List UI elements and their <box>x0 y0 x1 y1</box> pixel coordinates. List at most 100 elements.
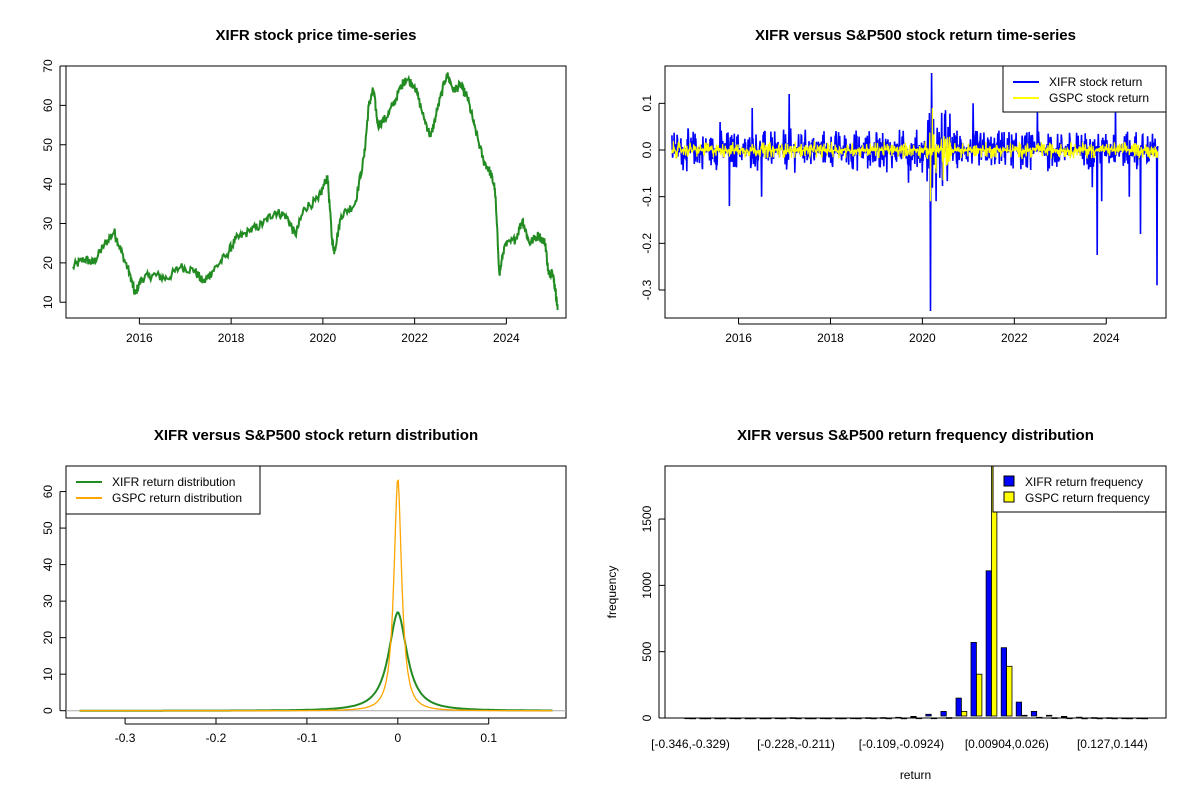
xifr-frequency-bar <box>729 717 736 720</box>
y-tick-label: 50 <box>41 138 55 152</box>
xifr-frequency-bar <box>850 717 857 720</box>
y-tick-label: 1000 <box>640 572 654 599</box>
y-tick-label: 0.1 <box>640 95 654 112</box>
chart-title: XIFR versus S&P500 stock return time-ser… <box>755 27 1076 44</box>
legend-box <box>992 465 1167 513</box>
y-tick-label: 0 <box>41 707 55 714</box>
xifr-return-series <box>671 72 1159 312</box>
xifr-frequency-bar <box>985 570 992 717</box>
gspc-frequency-bar <box>704 717 712 720</box>
xifr-frequency-bar <box>1136 717 1143 720</box>
legend-entry: GSPC stock return <box>1049 91 1149 105</box>
y-tick-label: -0.1 <box>640 186 654 207</box>
x-tick-label: 0.1 <box>480 731 497 745</box>
x-tick-label: 2018 <box>218 331 245 345</box>
xifr-frequency-bar <box>714 717 721 720</box>
legend-entry: XIFR return frequency <box>1025 475 1143 489</box>
y-tick-label: 10 <box>41 667 55 681</box>
xifr-frequency-bar <box>910 716 917 718</box>
xifr-frequency-bar <box>744 717 751 720</box>
xifr-frequency-bar <box>1091 717 1098 719</box>
gspc-density-line <box>79 479 553 712</box>
xifr-frequency-bar <box>1121 717 1128 720</box>
gspc-frequency-bar <box>961 711 968 717</box>
x-category-label: [-0.346,-0.329) <box>651 737 730 751</box>
y-tick-label: 70 <box>41 59 55 73</box>
legend-box <box>1002 65 1167 113</box>
price-series-line <box>72 72 559 311</box>
y-tick-label: 1500 <box>640 505 654 532</box>
y-tick-label: 20 <box>41 256 55 270</box>
gspc-frequency-bar <box>765 717 772 720</box>
gspc-frequency-bar <box>1141 717 1148 720</box>
y-tick-label: 10 <box>41 295 55 309</box>
x-tick-label: 2022 <box>1001 331 1028 345</box>
xifr-frequency-bar <box>1076 716 1083 719</box>
gspc-frequency-bar <box>885 717 892 720</box>
x-tick-label: 2024 <box>493 331 520 345</box>
x-category-label: [-0.228,-0.211) <box>757 737 835 751</box>
xifr-frequency-bar <box>820 717 827 720</box>
density-chart: XIFR versus S&P500 stock return distribu… <box>41 427 567 745</box>
y-tick-label: -0.3 <box>640 279 654 300</box>
plot-frame <box>65 465 567 719</box>
gspc-frequency-bar <box>1111 717 1118 720</box>
legend-entry: GSPC return frequency <box>1025 491 1150 505</box>
x-tick-label: -0.1 <box>297 731 318 745</box>
gspc-frequency-bar <box>840 717 847 720</box>
y-tick-label: 40 <box>41 177 55 191</box>
legend-swatch <box>1003 475 1015 487</box>
gspc-frequency-bar <box>976 673 983 717</box>
xifr-frequency-bar <box>804 717 812 720</box>
gspc-frequency-bar <box>915 717 923 720</box>
xifr-frequency-bar <box>895 716 902 719</box>
gspc-frequency-bar <box>750 717 757 720</box>
gspc-frequency-bar <box>945 717 953 719</box>
xifr-frequency-bar <box>774 717 782 720</box>
gspc-frequency-bar <box>1096 717 1103 720</box>
chart-title: XIFR stock price time-series <box>216 27 417 44</box>
xifr-frequency-bar <box>1106 717 1113 719</box>
legend-box <box>65 465 261 515</box>
y-tick-label: 40 <box>41 558 55 572</box>
xifr-frequency-bar <box>1030 711 1038 717</box>
returns-chart: XIFR versus S&P500 stock return time-ser… <box>640 27 1167 345</box>
x-tick-label: -0.3 <box>115 731 136 745</box>
gspc-frequency-bar <box>1126 717 1133 720</box>
plot-frame <box>65 65 567 319</box>
xifr-frequency-bar <box>1046 714 1053 717</box>
y-tick-label: 0.0 <box>640 141 654 158</box>
x-axis-title: return <box>900 768 931 782</box>
y-tick-label: 30 <box>41 217 55 231</box>
legend-entry: XIFR stock return <box>1049 75 1142 89</box>
xifr-frequency-bar <box>1000 647 1008 717</box>
x-category-label: [0.127,0.144) <box>1077 737 1148 751</box>
x-category-label: [-0.109,-0.0924) <box>859 737 944 751</box>
gspc-frequency-bar <box>1051 717 1058 719</box>
y-tick-label: 60 <box>41 485 55 499</box>
x-tick-label: -0.2 <box>206 731 227 745</box>
legend-swatch <box>1003 491 1015 503</box>
gspc-frequency-bar <box>930 717 938 720</box>
xifr-frequency-bar <box>940 711 947 717</box>
y-tick-label: 60 <box>41 98 55 112</box>
gspc-frequency-bar <box>1081 717 1088 720</box>
plot-frame <box>664 65 1167 319</box>
legend-entry: XIFR return distribution <box>112 475 235 489</box>
xifr-frequency-bar <box>1015 701 1023 717</box>
gspc-frequency-bar <box>900 717 907 720</box>
x-tick-label: 2022 <box>401 331 428 345</box>
y-tick-label: 20 <box>41 631 55 645</box>
gspc-frequency-bar <box>1006 665 1013 717</box>
gspc-frequency-bar <box>795 717 802 720</box>
x-tick-label: 2016 <box>126 331 153 345</box>
xifr-frequency-bar <box>789 717 797 719</box>
xifr-frequency-bar <box>1061 716 1068 718</box>
chart-title: XIFR versus S&P500 return frequency dist… <box>737 427 1094 444</box>
x-tick-label: 2020 <box>310 331 337 345</box>
gspc-frequency-bar <box>689 717 697 720</box>
xifr-frequency-bar <box>925 713 932 717</box>
xifr-frequency-bar <box>880 717 887 719</box>
x-tick-label: 2016 <box>725 331 752 345</box>
